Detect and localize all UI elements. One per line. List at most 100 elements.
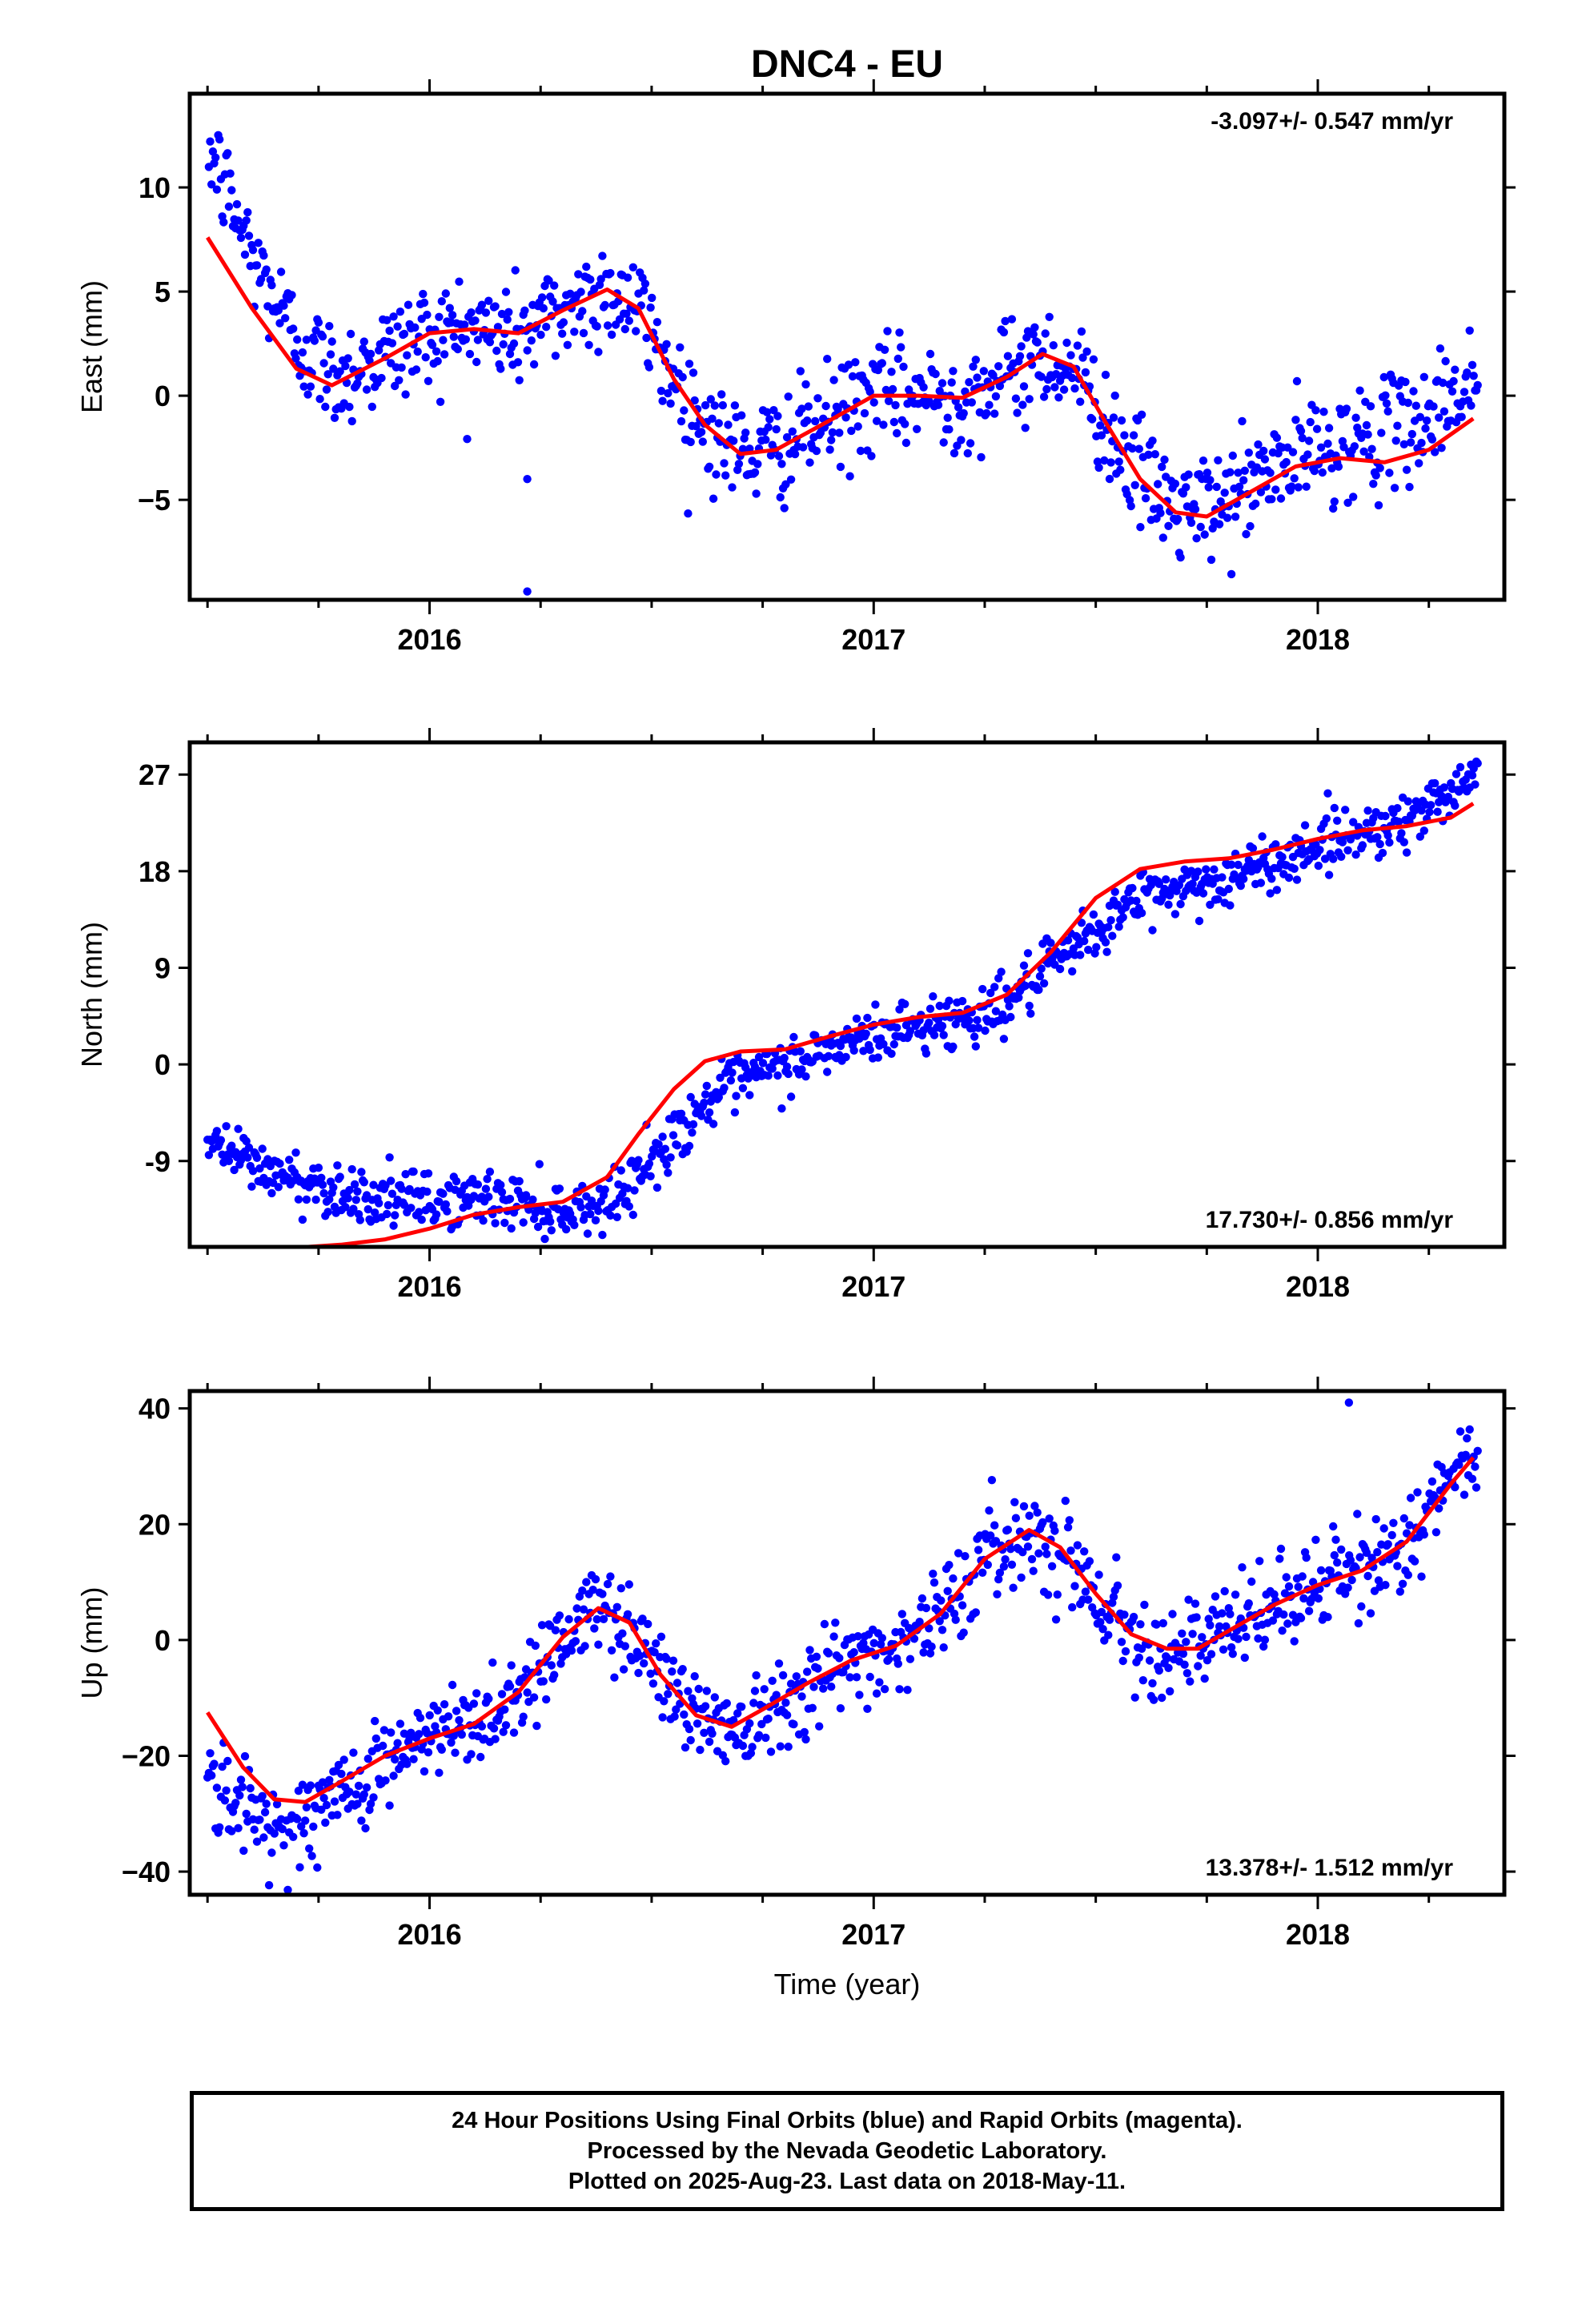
data-point xyxy=(697,1112,706,1120)
data-point xyxy=(210,1759,219,1768)
data-point xyxy=(1120,1610,1129,1619)
data-point xyxy=(435,1768,444,1777)
data-point xyxy=(551,1626,560,1634)
data-point xyxy=(591,1574,600,1584)
data-point xyxy=(322,385,331,394)
data-point xyxy=(741,1063,750,1072)
data-point xyxy=(1204,483,1213,492)
data-point xyxy=(700,1728,709,1737)
data-point xyxy=(708,414,717,423)
data-point xyxy=(788,427,797,436)
data-point xyxy=(535,1160,544,1168)
data-point xyxy=(662,1655,671,1663)
data-point xyxy=(302,1803,311,1811)
x-tick-label: 2016 xyxy=(398,1918,462,1951)
data-point xyxy=(298,348,307,357)
data-point xyxy=(353,379,362,388)
data-point xyxy=(572,1604,581,1613)
data-point xyxy=(1045,1514,1054,1523)
data-point xyxy=(542,323,551,332)
data-point xyxy=(945,425,954,434)
data-point xyxy=(1373,1548,1382,1557)
data-point xyxy=(666,399,675,408)
data-point xyxy=(812,446,821,456)
data-point xyxy=(491,302,500,311)
data-point xyxy=(258,1144,267,1153)
data-point xyxy=(1402,1529,1411,1538)
data-point xyxy=(685,1141,694,1151)
data-point xyxy=(1178,489,1188,498)
data-point xyxy=(961,1552,970,1561)
data-point xyxy=(877,1634,887,1642)
data-point xyxy=(1276,1544,1286,1554)
data-point xyxy=(1349,493,1358,501)
data-point xyxy=(1403,1570,1413,1579)
data-point xyxy=(235,1791,244,1800)
data-point xyxy=(497,1188,507,1196)
data-point xyxy=(463,435,472,444)
data-point xyxy=(994,974,1003,983)
data-point xyxy=(1397,829,1406,838)
data-point xyxy=(1182,483,1191,492)
data-point xyxy=(849,1046,858,1055)
data-point xyxy=(1096,1618,1105,1626)
data-point xyxy=(1303,450,1312,459)
data-point xyxy=(760,1685,769,1694)
data-point xyxy=(428,340,437,349)
data-point xyxy=(1355,386,1364,395)
data-point xyxy=(353,1799,362,1808)
data-point xyxy=(606,1572,615,1581)
data-point xyxy=(281,314,290,323)
data-point xyxy=(1206,1621,1215,1630)
data-point xyxy=(1148,1679,1157,1688)
data-point xyxy=(1114,923,1123,931)
data-point xyxy=(299,382,308,391)
data-point xyxy=(1366,402,1375,411)
data-point xyxy=(481,1184,491,1193)
data-point xyxy=(1409,387,1418,396)
data-point xyxy=(339,1755,348,1764)
data-point xyxy=(705,1737,714,1747)
data-point xyxy=(841,413,850,422)
data-point xyxy=(967,398,977,407)
data-point xyxy=(644,1159,654,1168)
data-point xyxy=(362,1783,371,1792)
panel-frame xyxy=(187,1389,1507,1897)
y-tick-label: 0 xyxy=(155,380,171,412)
data-point xyxy=(808,1703,817,1712)
data-point xyxy=(895,328,904,337)
data-point xyxy=(1266,889,1275,898)
data-point xyxy=(970,1032,979,1041)
data-point xyxy=(949,1042,958,1051)
data-point xyxy=(314,1164,323,1172)
rate-annotation: -3.097+/- 0.547 mm/yr xyxy=(1211,108,1453,135)
data-point xyxy=(1342,404,1351,413)
data-point xyxy=(599,1614,608,1624)
data-point xyxy=(400,329,409,339)
data-point xyxy=(317,1173,326,1183)
data-point xyxy=(714,1092,723,1102)
y-tick-label: −20 xyxy=(122,1739,171,1772)
panel-2: 27 18 9 0 -9 2016 2017 2018 North (mm) 17.730+/- … xyxy=(75,728,1516,1303)
data-point xyxy=(1374,501,1383,510)
data-point xyxy=(1136,1620,1145,1629)
data-point xyxy=(646,1669,655,1679)
data-point xyxy=(1346,1556,1355,1565)
data-point xyxy=(1324,870,1334,879)
data-point xyxy=(951,1615,960,1624)
data-point xyxy=(1283,1619,1292,1628)
data-point xyxy=(678,372,687,382)
data-point xyxy=(329,364,338,373)
data-point xyxy=(1439,378,1447,388)
data-point xyxy=(678,1665,687,1674)
data-point xyxy=(537,293,547,302)
data-point xyxy=(236,1775,246,1784)
data-point xyxy=(654,1140,663,1149)
data-point xyxy=(1021,424,1030,432)
data-point xyxy=(503,315,512,324)
data-point xyxy=(1278,1626,1287,1635)
data-point xyxy=(415,1208,424,1216)
data-point xyxy=(835,1654,844,1663)
data-point xyxy=(1192,534,1201,543)
data-point xyxy=(1439,783,1449,792)
